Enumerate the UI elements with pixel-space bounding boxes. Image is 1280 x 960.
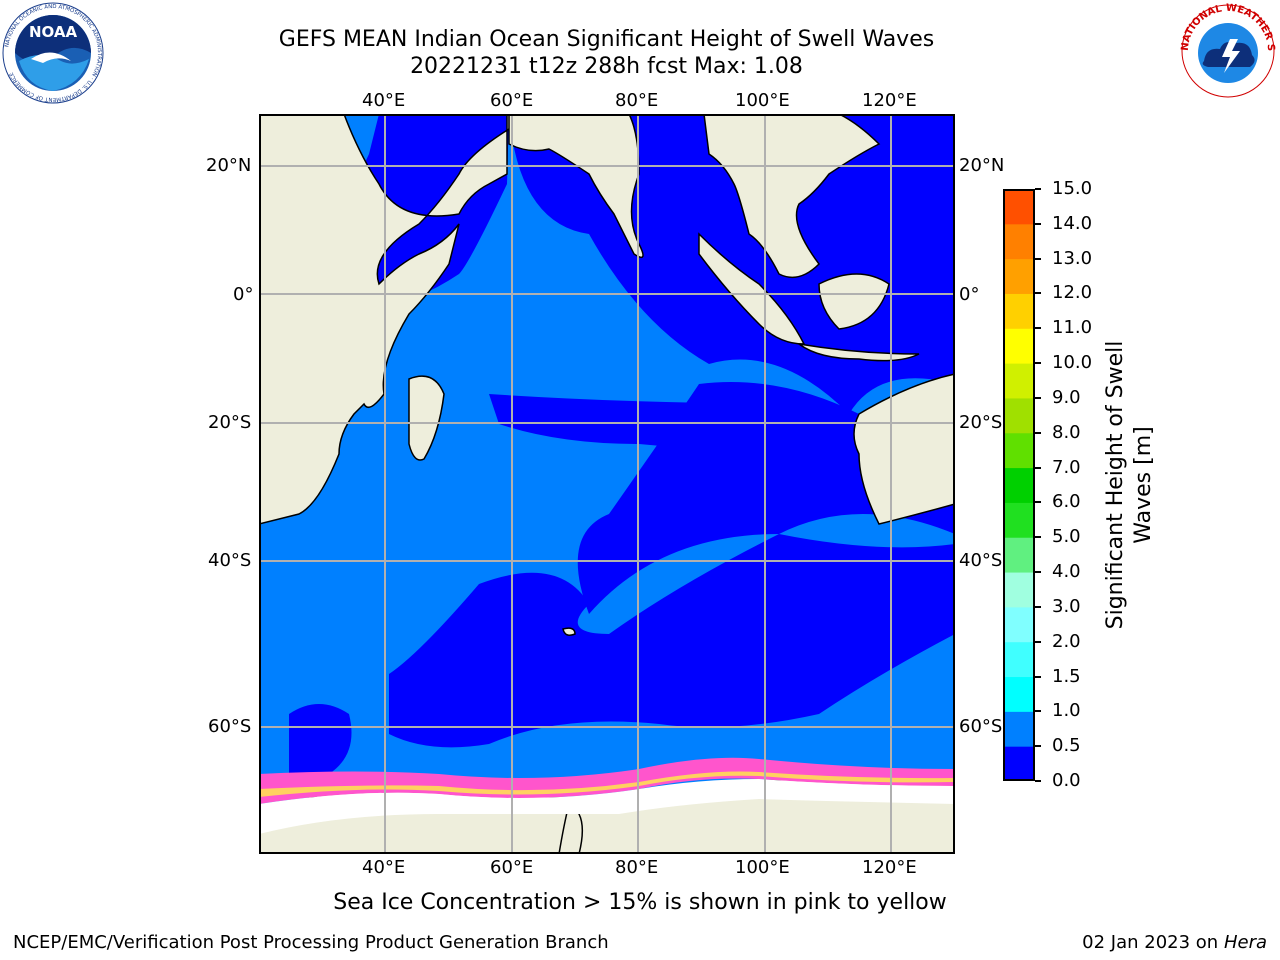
colorbar-tick-mark — [1035, 780, 1041, 782]
colorbar-tick-label: 15.0 — [1052, 178, 1093, 199]
footer-organization: NCEP/EMC/Verification Post Processing Pr… — [13, 932, 609, 953]
colorbar — [1003, 189, 1035, 781]
chart-title: GEFS MEAN Indian Ocean Significant Heigh… — [278, 27, 935, 52]
colorbar-segment — [1003, 293, 1035, 329]
lon-label-top: 100°E — [735, 90, 790, 111]
colorbar-tick-label: 9.0 — [1052, 386, 1081, 408]
colorbar-tick-label: 13.0 — [1052, 247, 1093, 269]
noaa-logo: NOAA NATIONAL OCEANIC AND ATMOSPHERIC AD… — [2, 2, 104, 104]
colorbar-tick-mark — [1035, 605, 1041, 608]
lon-label-bottom: 100°E — [735, 857, 790, 878]
lon-label-bottom: 120°E — [862, 857, 917, 878]
colorbar-tick-label: 1.0 — [1052, 700, 1081, 722]
colorbar-tick-label: 11.0 — [1052, 317, 1093, 339]
lat-label-left: 20°N — [206, 155, 252, 176]
footer-date-text: 02 Jan 2023 on — [1082, 932, 1224, 953]
lat-label-left: 40°S — [208, 550, 252, 571]
colorbar-segment — [1003, 606, 1035, 643]
colorbar-tick-mark — [1035, 745, 1041, 748]
colorbar-tick-mark — [1035, 396, 1041, 399]
graticule — [259, 114, 955, 854]
chart-subtitle: 20221231 t12z 288h fcst Max: 1.08 — [410, 54, 803, 79]
colorbar-tick-mark — [1035, 222, 1041, 225]
colorbar-tick-label: 4.0 — [1052, 561, 1081, 583]
lat-label-right: 0° — [959, 284, 980, 305]
lon-label-bottom: 60°E — [490, 857, 534, 878]
colorbar-tick-label: 2.0 — [1052, 630, 1081, 652]
colorbar-segment — [1003, 676, 1035, 712]
lat-label-left: 60°S — [208, 716, 252, 737]
colorbar-tick-mark — [1035, 431, 1041, 434]
footer-date: 02 Jan 2023 on Hera — [1082, 932, 1267, 953]
colorbar-segment — [1003, 537, 1035, 573]
map-frame — [259, 114, 955, 854]
colorbar-tick-label: 8.0 — [1052, 421, 1081, 443]
colorbar-tick-label: 10.0 — [1052, 352, 1093, 374]
colorbar-tick-label: 6.0 — [1052, 491, 1081, 513]
footer-host: Hera — [1223, 932, 1267, 953]
colorbar-tick-mark — [1035, 327, 1041, 330]
colorbar-segment — [1003, 641, 1035, 678]
colorbar-segment — [1003, 432, 1035, 469]
lat-label-right: 40°S — [959, 550, 1003, 571]
colorbar-tick-mark — [1035, 640, 1041, 643]
nws-logo: NATIONAL WEATHER SERVICE — [1176, 3, 1276, 98]
colorbar-tick-mark — [1035, 675, 1041, 678]
colorbar-tick-label: 1.5 — [1052, 665, 1081, 687]
lon-label-bottom: 40°E — [362, 857, 406, 878]
sea-ice-note: Sea Ice Concentration > 15% is shown in … — [333, 890, 947, 915]
colorbar-segment — [1003, 223, 1035, 260]
colorbar-tick-label: 5.0 — [1052, 526, 1081, 548]
colorbar-segment — [1003, 397, 1035, 434]
lat-label-left: 0° — [233, 284, 254, 305]
colorbar-tick-mark — [1035, 501, 1041, 504]
colorbar-tick-label: 12.0 — [1052, 282, 1093, 304]
lon-label-bottom: 80°E — [615, 857, 659, 878]
sea-ice-band — [259, 757, 955, 834]
colorbar-segment — [1003, 467, 1035, 503]
colorbar-frame — [1003, 189, 1035, 781]
colorbar-segment — [1003, 502, 1035, 538]
colorbar-tick-mark — [1035, 710, 1041, 713]
colorbar-tick-mark — [1035, 571, 1041, 574]
lon-label-top: 40°E — [362, 90, 406, 111]
lon-label-top: 120°E — [862, 90, 917, 111]
colorbar-segment — [1003, 258, 1035, 294]
colorbar-segment — [1003, 746, 1035, 781]
wave-height-map — [259, 114, 955, 854]
lon-label-top: 80°E — [615, 90, 659, 111]
lat-label-left: 20°S — [208, 412, 252, 433]
colorbar-segment — [1003, 572, 1035, 608]
colorbar-tick-mark — [1035, 292, 1041, 295]
colorbar-tick-label: 14.0 — [1052, 212, 1093, 234]
noaa-logo-text: NOAA — [29, 23, 78, 41]
colorbar-tick-label: 3.0 — [1052, 595, 1081, 617]
colorbar-tick-mark — [1035, 362, 1041, 365]
colorbar-tick-label: 7.0 — [1052, 456, 1081, 478]
colorbar-segment — [1003, 189, 1035, 225]
lat-label-right: 60°S — [959, 716, 1003, 737]
colorbar-segment — [1003, 328, 1035, 364]
colorbar-segment — [1003, 363, 1035, 399]
colorbar-segment — [1003, 711, 1035, 747]
lat-label-right: 20°N — [959, 155, 1005, 176]
colorbar-title: Significant Height of Swell Waves [m] — [1103, 340, 1156, 630]
lat-label-right: 20°S — [959, 412, 1003, 433]
colorbar-tick-mark — [1035, 536, 1041, 539]
lon-label-top: 60°E — [490, 90, 534, 111]
colorbar-tick-mark — [1035, 466, 1041, 469]
colorbar-tick-label: 0.5 — [1052, 735, 1081, 757]
colorbar-tick-mark — [1035, 257, 1041, 260]
colorbar-tick-mark — [1035, 188, 1041, 190]
colorbar-tick-label: 0.0 — [1052, 770, 1081, 791]
